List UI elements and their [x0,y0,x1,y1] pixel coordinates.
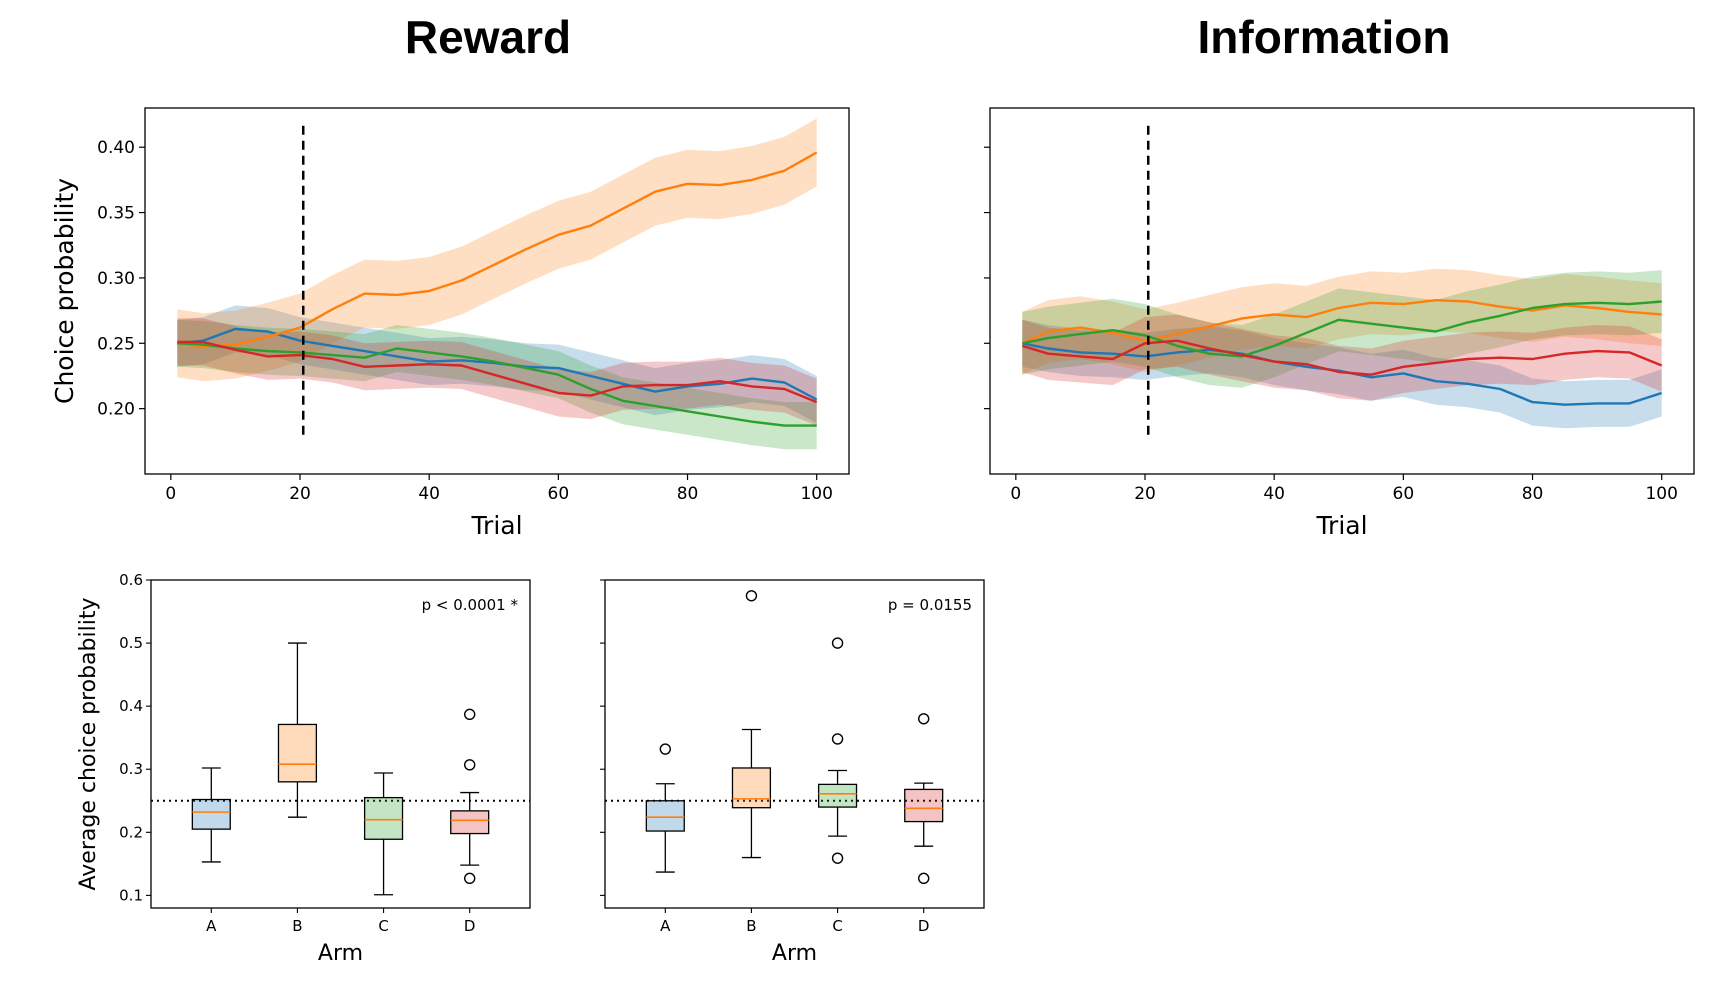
outlier-point-D [464,759,476,771]
x-tick-label: 60 [548,484,570,504]
y-tick-label: 0.1 [119,886,143,904]
information-title: Information [1197,11,1451,63]
y-tick-label: 0.40 [97,138,135,158]
x-tick-label: C [378,917,388,935]
x-tick-label: 0 [165,484,176,504]
x-axis-label: Trial [1315,511,1367,540]
confidence-band-C [177,319,817,450]
x-tick-label: 80 [677,484,699,504]
y-tick-label: 0.4 [119,697,143,715]
confidence-band-D [177,318,817,426]
plot-frame [989,107,1695,475]
y-tick-label: 0.5 [119,634,143,652]
box-A [645,800,685,832]
box-D [904,788,944,823]
confidence-band-B [177,118,817,382]
reward-title: Reward [404,11,572,63]
series-line-C [1022,300,1662,358]
p-value-annotation: p < 0.0001 * [422,596,519,614]
box-B [277,723,318,783]
series-line-D [1021,339,1663,376]
box-D [450,810,490,835]
outlier-point-C [831,733,844,745]
line-panel-reward-lines: 0 20 40 60 80 100 0.20 0.25 0.30 0.35 0.40 Trial Cho… [50,107,850,540]
x-tick-label: A [206,917,217,935]
box-B [731,767,772,809]
x-tick-label: D [464,917,476,935]
outlier-point-A [659,743,671,755]
x-tick-label: 100 [800,484,832,504]
plot-frame [150,579,531,909]
x-tick-label: B [746,917,756,935]
outlier-point-D [918,872,930,885]
confidence-band-D [1022,314,1662,401]
x-tick-label: 0 [1010,484,1021,504]
plot-frame [604,579,985,909]
plot-frame [144,107,850,475]
x-tick-label: 80 [1522,484,1544,504]
x-tick-label: 40 [1263,484,1285,504]
outlier-point-C [831,852,844,864]
y-tick-label: 0.20 [97,400,135,420]
x-tick-label: 100 [1645,484,1677,504]
series-line-C [177,342,817,427]
confidence-band-C [1022,270,1662,388]
outlier-point-D [918,713,930,725]
series-line-D [177,340,818,404]
y-axis-label: Average choice probability [76,598,101,891]
series-line-B [177,151,818,349]
box-C [817,783,858,808]
y-tick-label: 0.3 [119,760,143,778]
box-A [191,798,231,830]
x-tick-label: B [292,917,302,935]
y-tick-label: 0.30 [97,269,135,289]
box-panel-information-box: A B C Dp = 0.0155 Arm [600,579,985,966]
x-tick-label: A [660,917,671,935]
box-C [363,796,404,840]
y-tick-label: 0.6 [119,571,143,589]
x-tick-label: 40 [418,484,440,504]
x-tick-label: 60 [1393,484,1415,504]
y-axis-label: Choice probability [50,178,79,404]
line-panel-information-lines: 0 20 40 60 80 100 Trial [984,107,1695,540]
y-tick-label: 0.25 [97,334,135,354]
series-line-B [1021,299,1662,345]
x-tick-label: C [832,917,842,935]
x-axis-label: Trial [470,511,522,540]
x-tick-label: 20 [289,484,311,504]
x-tick-label: 20 [1134,484,1156,504]
x-axis-label: Arm [318,941,363,966]
p-value-annotation: p = 0.0155 [888,596,972,614]
outlier-point-D [464,872,476,885]
outlier-point-D [464,708,476,721]
x-axis-label: Arm [772,941,817,966]
y-tick-label: 0.35 [97,204,135,224]
y-tick-label: 0.2 [119,823,143,841]
x-tick-label: D [918,917,930,935]
box-panel-reward-box: A B C D 0.1 0.2 0.3 0.4 0.5 0.6 p < 0.0001 * Arm Ave… [76,571,531,966]
outlier-point-B [745,590,758,602]
outlier-point-C [831,637,844,649]
